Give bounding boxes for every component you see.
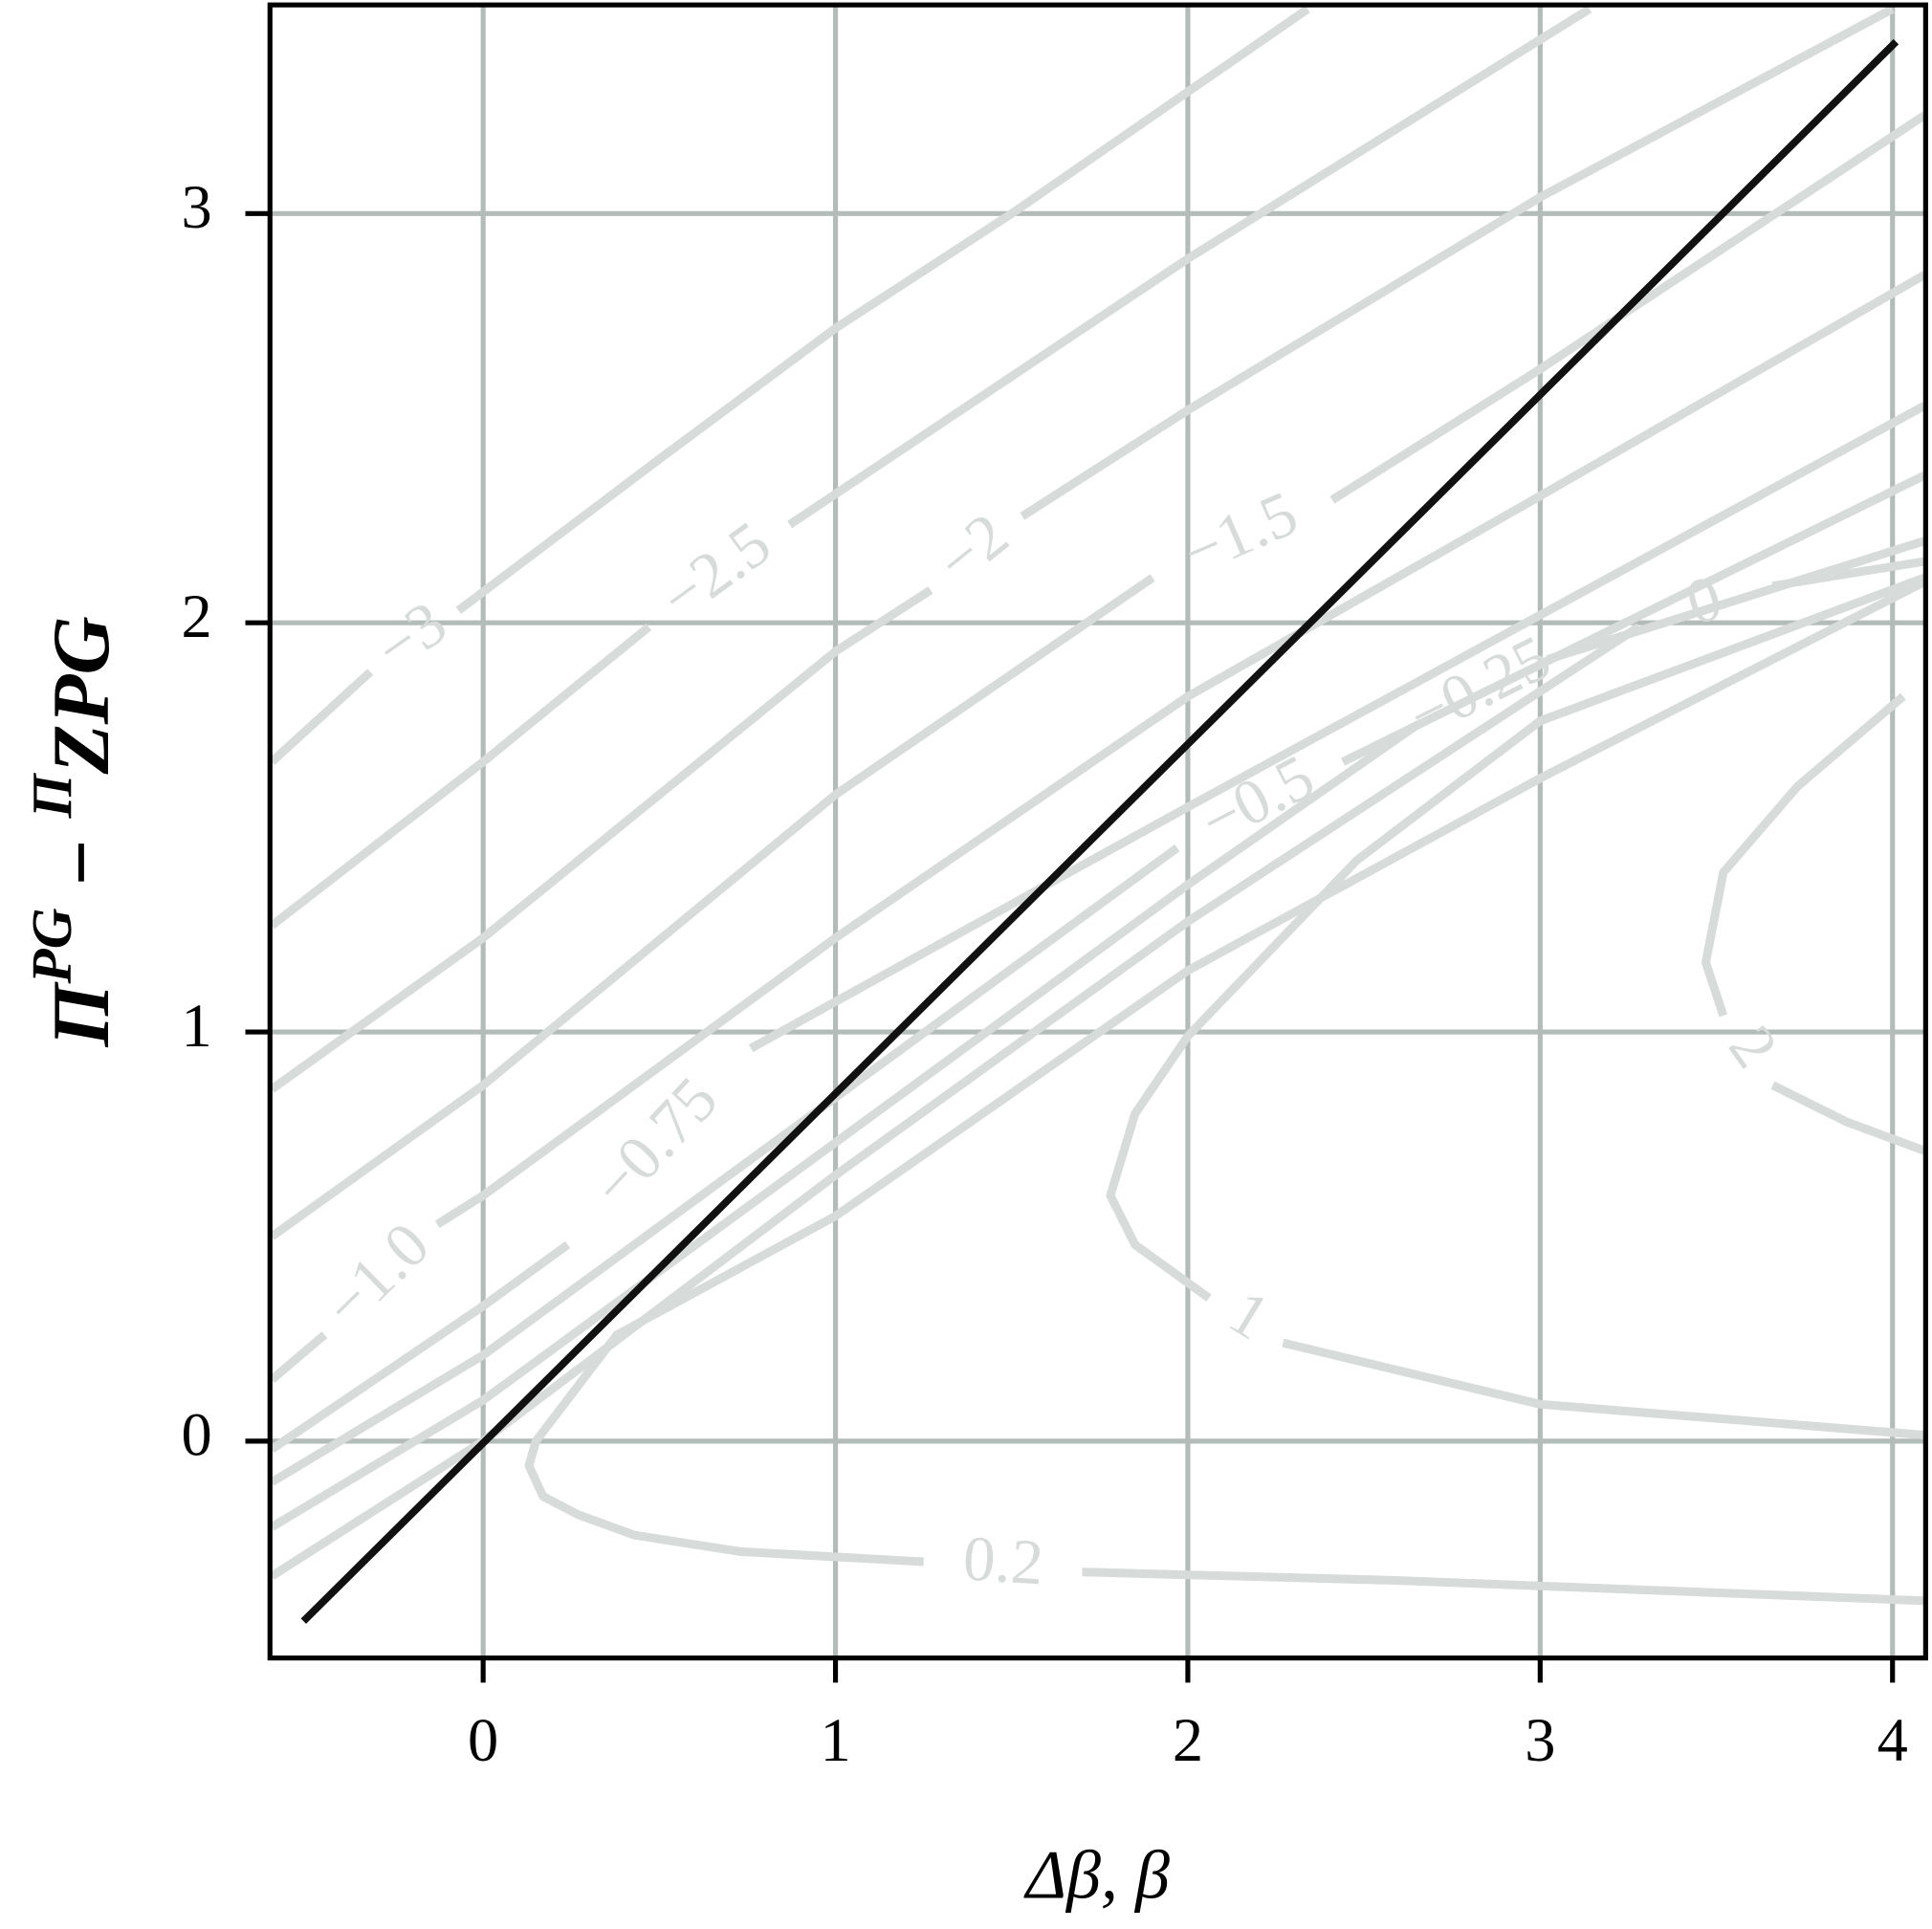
contour-line: [270, 5, 1310, 765]
contour-line: [270, 5, 1592, 930]
axes: 0 1 2 3 4 0 1 2 3: [182, 173, 1908, 1774]
contour-line: [270, 471, 1926, 1486]
x-tick-label: 0: [468, 1706, 498, 1774]
plot-lines: [270, 5, 1926, 1624]
contour-line: [270, 111, 1926, 1240]
y-label-superscript: PG: [20, 908, 83, 984]
contour-line: [270, 271, 1926, 1384]
contour-line: [270, 537, 1926, 1531]
contour-label: −1.5: [1173, 477, 1307, 588]
contour-line: [300, 38, 1899, 1624]
x-tick-label: 4: [1877, 1706, 1908, 1774]
contour-label: −1.0: [310, 1209, 443, 1341]
y-label-part: ZPG: [35, 616, 125, 775]
contour-line: [1106, 573, 1926, 1440]
contour-label: −2.5: [648, 508, 783, 633]
plot-frame: [267, 2, 1928, 1661]
contour-line: [524, 578, 1926, 1606]
contour-line: [270, 402, 1926, 1454]
contour-label: 2: [1715, 1013, 1791, 1080]
x-tick-label: 3: [1525, 1706, 1555, 1774]
x-tick-label: 1: [820, 1706, 850, 1774]
x-tick-label: 2: [1173, 1706, 1203, 1774]
contour-line: [270, 5, 1895, 1093]
contour-label: 1: [1218, 1277, 1282, 1354]
y-label-part: Π: [35, 981, 125, 1048]
contour-label: −0.75: [579, 1063, 732, 1220]
y-tick-label: 3: [182, 173, 212, 241]
contour-line: [270, 557, 1925, 1580]
contour-label: −2: [924, 499, 1021, 597]
y-label-part: −: [35, 818, 125, 908]
y-tick-label: 2: [182, 582, 212, 650]
contour-label: −3: [362, 587, 459, 684]
contour-label: 0.2: [961, 1523, 1045, 1598]
y-axis-label: ΠPG − ΠZPG: [20, 616, 126, 1047]
contour-line: [1701, 692, 1926, 1155]
x-axis-label: Δβ, β: [1023, 1837, 1170, 1914]
y-label-superscript: Π: [20, 772, 83, 819]
y-tick-label: 1: [182, 992, 212, 1060]
y-tick-label: 0: [182, 1401, 212, 1469]
